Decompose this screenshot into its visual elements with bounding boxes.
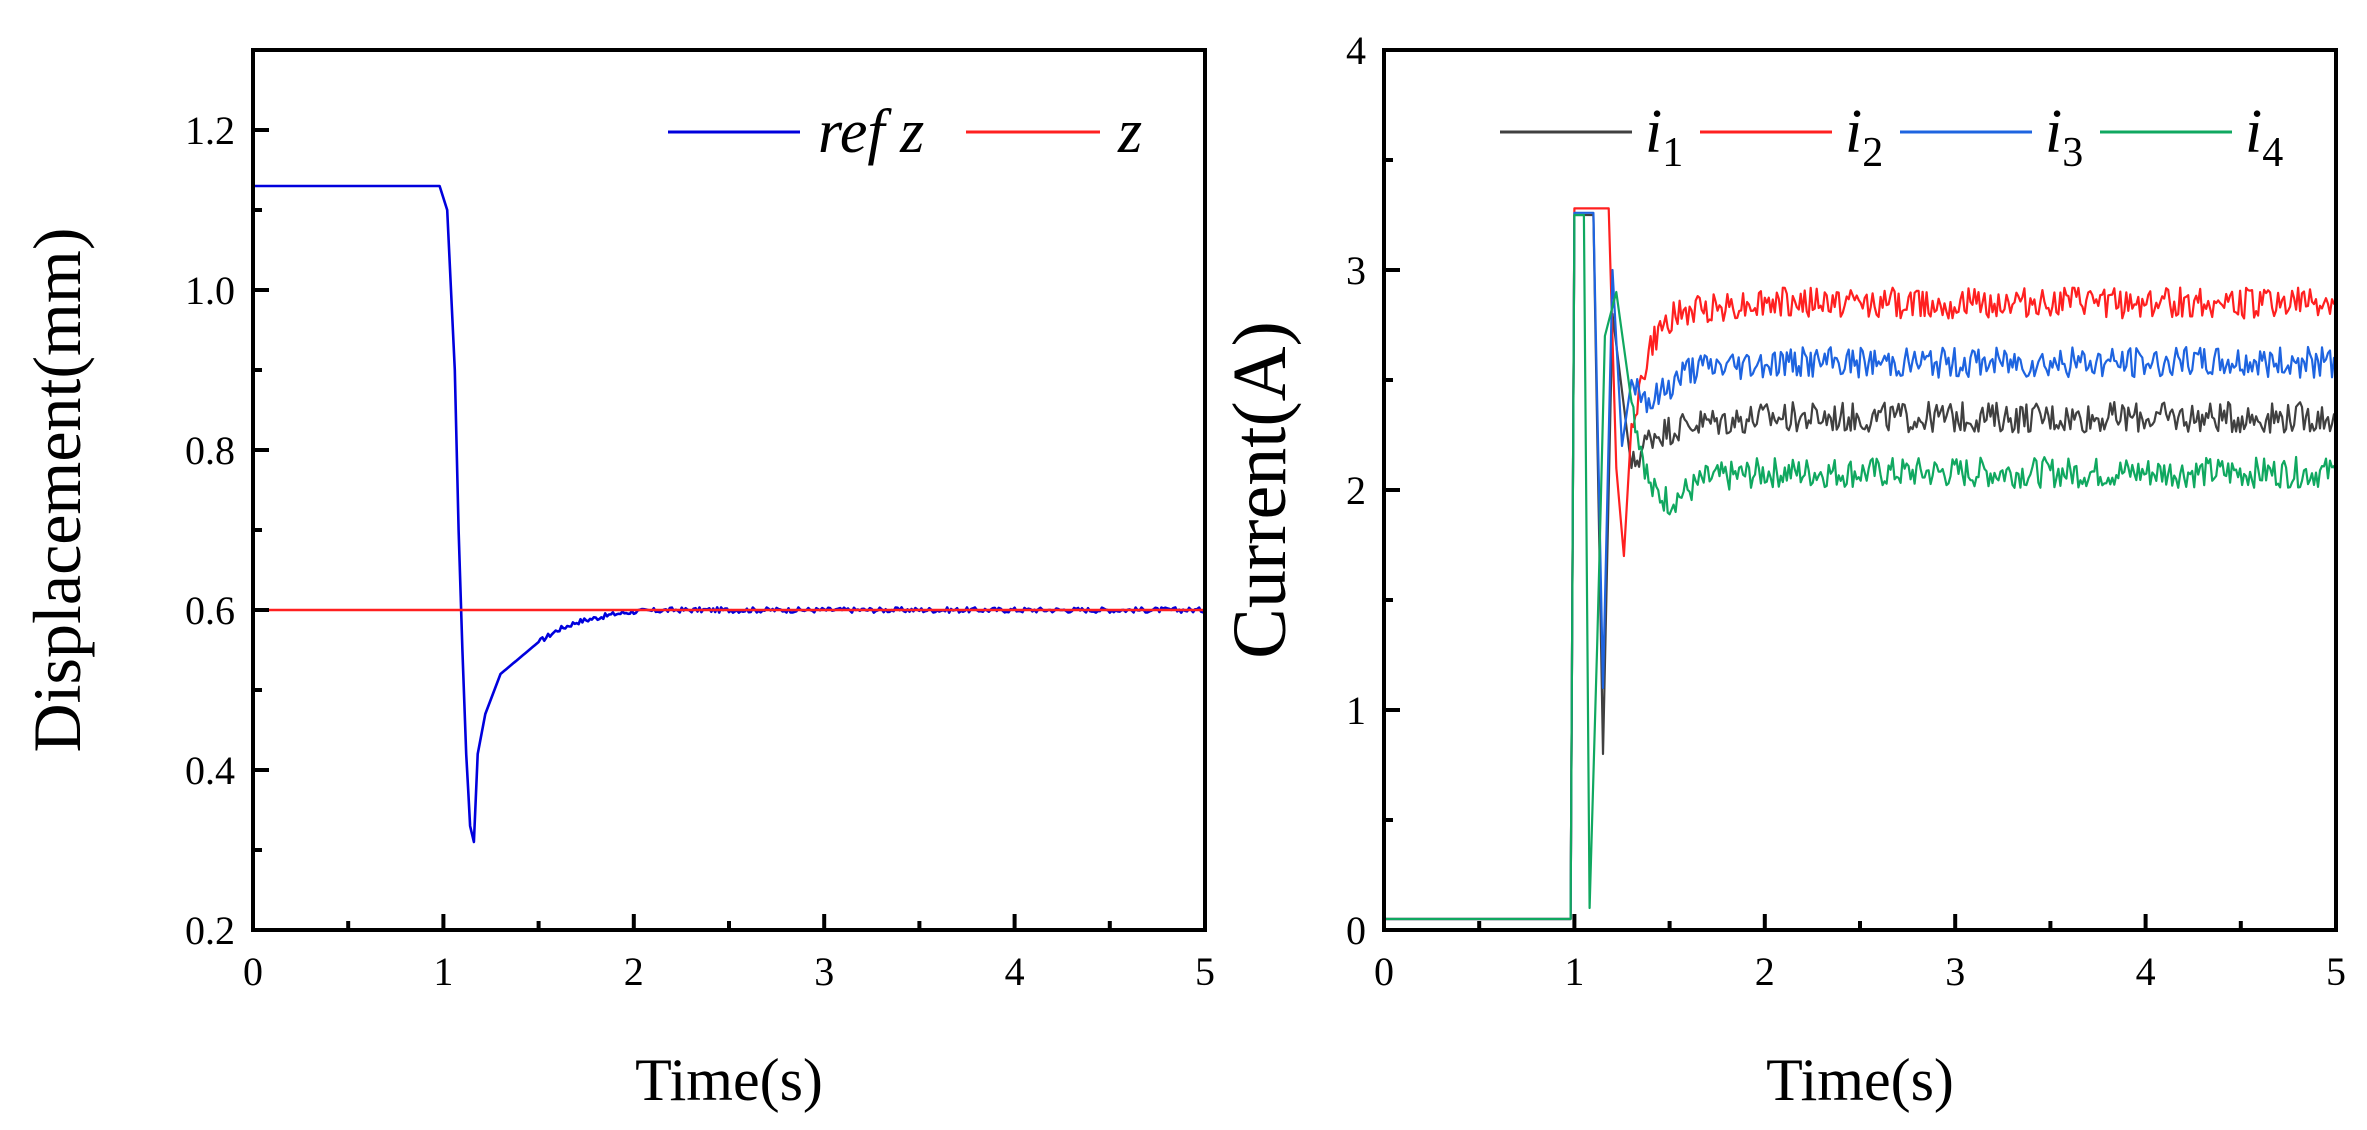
series-line-i3 xyxy=(1384,211,2338,921)
x-tick-label: 4 xyxy=(2136,949,2156,994)
y-tick-label: 0.8 xyxy=(185,428,235,473)
legend-main-i2: i xyxy=(1845,98,1862,166)
legend-label-i2: i2 xyxy=(1845,98,1883,176)
y-tick-label: 1.2 xyxy=(185,108,235,153)
y-tick-label: 0.4 xyxy=(185,748,235,793)
legend-sub-i3: 3 xyxy=(2062,130,2083,176)
axis-ticks: 0 1 2 3 4 5 0.2 0.4 0.6 0.8 1.0 1.2 xyxy=(185,48,1215,994)
legend-sub-i4: 4 xyxy=(2262,130,2283,176)
y-tick-label: 0.6 xyxy=(185,588,235,633)
x-tick-label: 3 xyxy=(814,949,834,994)
series-line-ref-z xyxy=(253,184,1206,844)
y-tick-label: 4 xyxy=(1346,28,1366,73)
x-tick-label: 3 xyxy=(1945,949,1965,994)
y-tick-label: 0.2 xyxy=(185,908,235,953)
legend-label-i4: i4 xyxy=(2245,98,2283,176)
x-tick-label: 5 xyxy=(1195,949,1215,994)
y-axis-title: Displacement(mm) xyxy=(19,228,95,753)
x-axis-title: Time(s) xyxy=(1766,1047,1954,1113)
legend-label-ref-z: ref z xyxy=(818,98,924,166)
y-axis-title: Current(A) xyxy=(1218,321,1302,659)
x-tick-label: 1 xyxy=(1564,949,1584,994)
legend: ref z z xyxy=(668,98,1142,166)
plot-area xyxy=(1384,207,2338,921)
x-tick-label: 1 xyxy=(433,949,453,994)
plot-frame xyxy=(1382,48,2338,932)
legend-main-i3: i xyxy=(2045,98,2062,166)
legend-main-i1: i xyxy=(1645,98,1662,166)
x-tick-label: 5 xyxy=(2326,949,2346,994)
displacement-chart: Time(s) Displacement(mm) 0 1 2 3 4 5 0.2 0.4 0.6… xyxy=(19,48,1215,1113)
y-tick-label: 3 xyxy=(1346,248,1366,293)
legend-label-z: z xyxy=(1117,98,1142,166)
x-tick-label: 4 xyxy=(1005,949,1025,994)
series-line-i4 xyxy=(1384,213,2338,921)
x-tick-label: 2 xyxy=(1755,949,1775,994)
y-tick-label: 1.0 xyxy=(185,268,235,313)
x-tick-label: 0 xyxy=(1374,949,1394,994)
series-line-i2 xyxy=(1384,207,2337,921)
legend-sub-i1: 1 xyxy=(1662,130,1683,176)
legend-sub-i2: 2 xyxy=(1862,130,1883,176)
y-tick-label: 0 xyxy=(1346,908,1366,953)
plot-frame xyxy=(251,48,1207,932)
axis-ticks: 0 1 2 3 4 5 0 1 2 3 4 xyxy=(1346,28,2346,994)
x-tick-label: 2 xyxy=(624,949,644,994)
y-tick-label: 2 xyxy=(1346,468,1366,513)
legend-main-i4: i xyxy=(2245,98,2262,166)
legend: i1 i2 i3 i4 xyxy=(1500,98,2283,176)
plot-area xyxy=(253,184,1206,844)
x-tick-label: 0 xyxy=(243,949,263,994)
legend-label-i3: i3 xyxy=(2045,98,2083,176)
x-axis-title: Time(s) xyxy=(635,1047,823,1113)
current-chart: Time(s) Current(A) 0 1 2 3 4 5 0 1 2 3 4 i1 i2 i3 … xyxy=(1218,28,2346,1113)
series-line-i1 xyxy=(1384,213,2337,921)
y-tick-label: 1 xyxy=(1346,688,1366,733)
legend-label-i1: i1 xyxy=(1645,98,1683,176)
